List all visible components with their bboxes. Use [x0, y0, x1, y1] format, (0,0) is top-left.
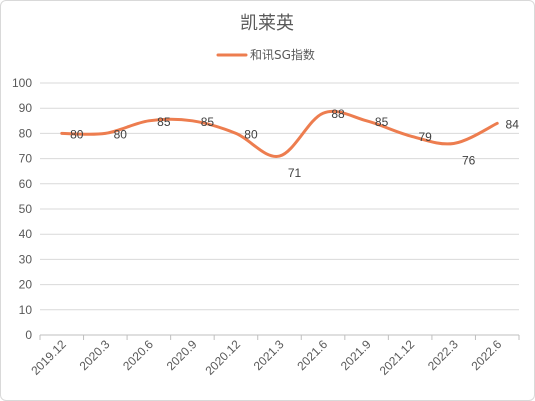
- y-tick-label: 80: [19, 126, 33, 140]
- legend: 和讯SG指数: [216, 47, 315, 62]
- data-label: 76: [462, 153, 476, 167]
- x-tick-label: 2021.9: [338, 337, 374, 373]
- y-tick-label: 50: [19, 202, 33, 216]
- y-axis-ticks: 0 10 20 30 40 50 60 70 80 90 100: [12, 76, 32, 342]
- y-tick-label: 0: [25, 328, 32, 342]
- data-label: 80: [70, 127, 84, 141]
- x-axis: 2019.12 2020.3 2020.6 2020.9 2020.12 2021.3 20…: [28, 335, 520, 378]
- y-tick-label: 10: [19, 303, 33, 317]
- series-path: [60, 109, 499, 158]
- x-tick-label: 2022.3: [425, 337, 461, 373]
- y-tick-label: 30: [19, 252, 33, 266]
- x-tick-label: 2020.12: [202, 337, 243, 378]
- y-tick-label: 100: [12, 76, 32, 90]
- x-tick-label: 2021.12: [377, 337, 418, 378]
- x-tick-label: 2020.6: [120, 337, 156, 373]
- gridlines: [40, 82, 519, 336]
- y-tick-label: 60: [19, 177, 33, 191]
- x-tick-label: 2019.12: [28, 337, 69, 378]
- y-tick-label: 70: [19, 152, 33, 166]
- data-label: 88: [331, 107, 345, 121]
- x-tick-label: 2020.3: [77, 337, 113, 373]
- data-label: 85: [157, 115, 171, 129]
- x-tick-label: 2021.6: [294, 337, 330, 373]
- x-tick-label: 2021.3: [251, 337, 287, 373]
- y-tick-label: 90: [19, 101, 33, 115]
- y-tick-label: 40: [19, 227, 33, 241]
- data-label: 71: [288, 166, 302, 180]
- chart-title: 凯莱英: [240, 13, 294, 34]
- data-label: 80: [244, 127, 258, 141]
- legend-label: 和讯SG指数: [250, 47, 315, 62]
- data-label: 85: [201, 115, 215, 129]
- data-labels: 80 80 85 85 80 71 88 85 79 76 84: [70, 107, 519, 180]
- data-label: 84: [506, 117, 520, 131]
- x-tick-label: 2020.9: [164, 337, 200, 373]
- series-line: [60, 109, 499, 158]
- data-label: 85: [375, 115, 389, 129]
- x-tick-label: 2022.6: [468, 337, 504, 373]
- y-tick-label: 20: [19, 278, 33, 292]
- data-label: 80: [114, 127, 128, 141]
- data-label: 79: [418, 130, 432, 144]
